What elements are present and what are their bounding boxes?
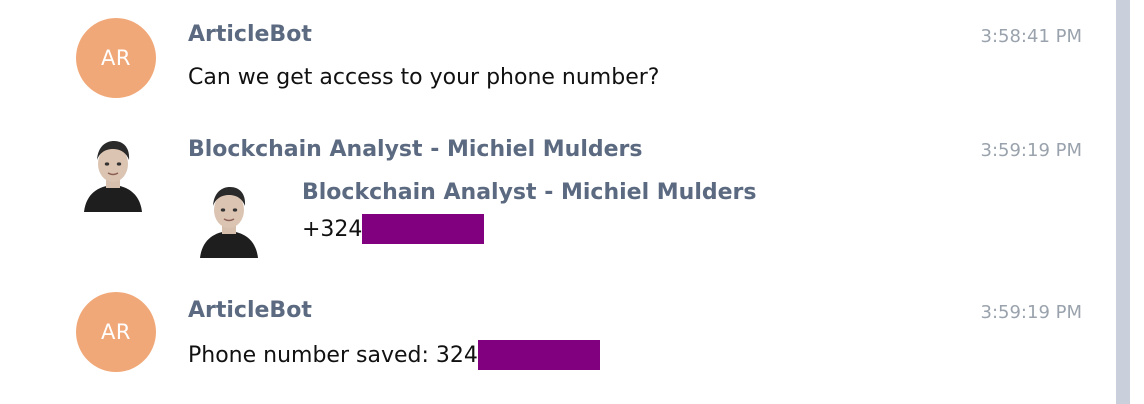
message-text-prefix: Phone number saved: 324 <box>188 342 478 368</box>
contact-name[interactable]: Blockchain Analyst - Michiel Mulders <box>302 180 757 205</box>
bot-avatar[interactable]: AR <box>76 18 156 98</box>
contact-phone-prefix: +324 <box>302 216 363 242</box>
message-text: Can we get access to your phone number? <box>188 65 660 90</box>
contact-phone: +324 <box>302 214 485 244</box>
scrollbar[interactable] <box>1116 0 1130 404</box>
message-timestamp: 3:59:19 PM <box>980 140 1083 161</box>
chat-message: AR ArticleBot 3:58:41 PM Can we get acce… <box>0 0 1110 110</box>
bot-avatar[interactable]: AR <box>76 292 156 372</box>
sender-name[interactable]: ArticleBot <box>188 22 312 47</box>
message-timestamp: 3:58:41 PM <box>980 26 1083 47</box>
message-text: Phone number saved: 324 <box>188 340 600 370</box>
chat-message: Blockchain Analyst - Michiel Mulders 3:5… <box>0 120 1110 270</box>
person-photo-icon[interactable] <box>80 132 146 212</box>
person-photo-icon <box>196 178 262 258</box>
contact-card[interactable]: Blockchain Analyst - Michiel Mulders +32… <box>188 176 888 266</box>
redaction-block <box>362 214 485 244</box>
redaction-block <box>477 340 600 370</box>
chat-message: AR ArticleBot 3:59:19 PM Phone number sa… <box>0 280 1110 400</box>
message-timestamp: 3:59:19 PM <box>980 302 1083 323</box>
sender-name[interactable]: ArticleBot <box>188 298 312 323</box>
sender-name[interactable]: Blockchain Analyst - Michiel Mulders <box>188 137 643 162</box>
